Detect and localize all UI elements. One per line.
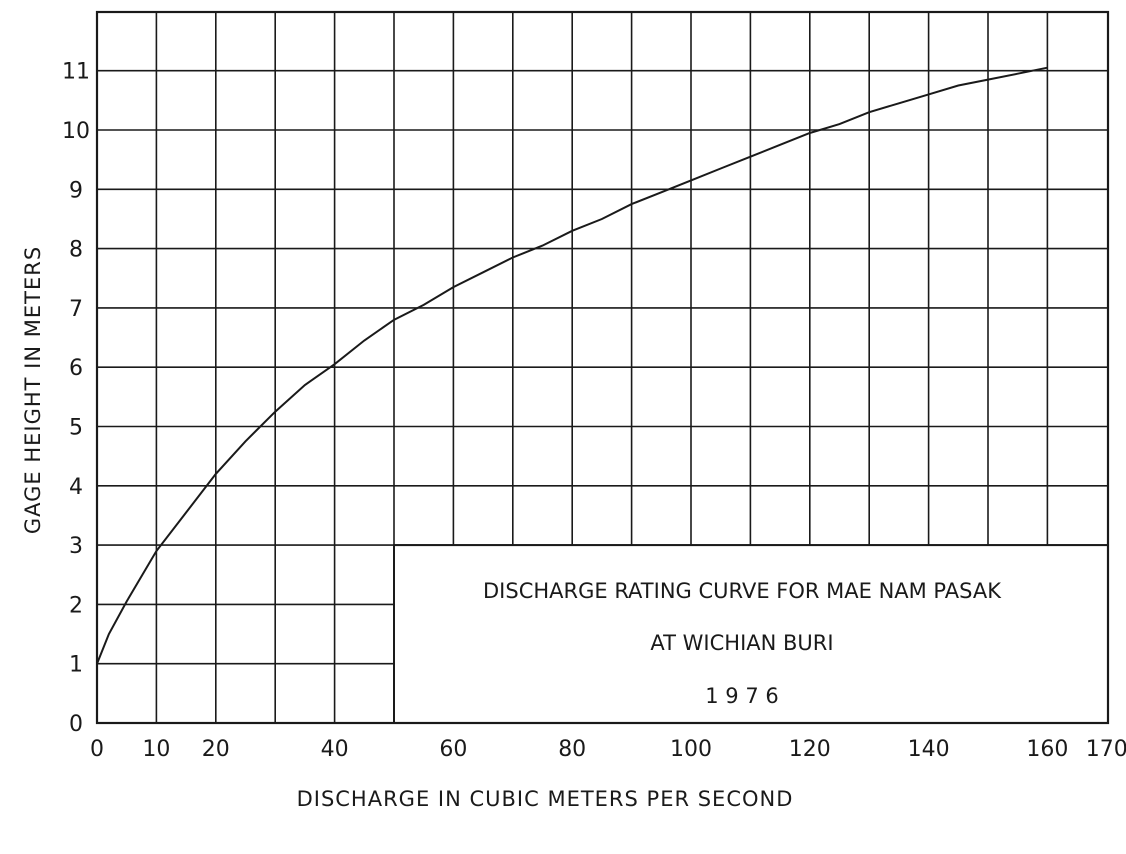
y-tick-label: 9 xyxy=(69,178,83,203)
title-line-3: 1 9 7 6 xyxy=(705,684,778,708)
y-tick-labels: 0 1 2 3 4 5 6 7 8 9 10 11 xyxy=(62,60,90,737)
x-tick-label: 80 xyxy=(558,737,586,762)
x-tick-label: 20 xyxy=(202,737,230,762)
x-tick-label: 120 xyxy=(789,737,831,762)
x-tick-label: 140 xyxy=(908,737,950,762)
title-line-2: AT WICHIAN BURI xyxy=(650,631,833,655)
x-tick-labels: 0 10 20 40 60 80 100 120 140 160 170 xyxy=(90,737,1126,762)
rating-curve-line xyxy=(96,66,1048,665)
y-tick-label: 5 xyxy=(69,416,83,441)
x-tick-label: 10 xyxy=(142,737,170,762)
y-tick-label: 4 xyxy=(69,475,83,500)
y-tick-label: 1 xyxy=(69,653,83,678)
axes xyxy=(95,10,1110,725)
y-tick-label: 6 xyxy=(69,356,83,381)
x-tick-label: 40 xyxy=(321,737,349,762)
y-tick-label: 10 xyxy=(62,119,90,144)
x-tick-label: 100 xyxy=(670,737,712,762)
y-tick-label: 2 xyxy=(69,593,83,618)
y-tick-label: 3 xyxy=(69,534,83,559)
x-tick-label: 160 xyxy=(1026,737,1068,762)
x-tick-label: 170 xyxy=(1086,737,1126,762)
title-line-1: DISCHARGE RATING CURVE FOR MAE NAM PASAK xyxy=(483,579,1002,603)
y-tick-label: 8 xyxy=(69,238,83,263)
y-tick-label: 11 xyxy=(62,60,90,85)
y-tick-label: 7 xyxy=(69,297,83,322)
x-tick-label: 60 xyxy=(439,737,467,762)
x-axis-label: DISCHARGE IN CUBIC METERS PER SECOND xyxy=(297,787,794,811)
x-tick-label: 0 xyxy=(90,737,104,762)
plot-frame xyxy=(95,10,1110,725)
y-axis-label: GAGE HEIGHT IN METERS xyxy=(21,246,45,534)
y-tick-label: 0 xyxy=(69,712,83,737)
